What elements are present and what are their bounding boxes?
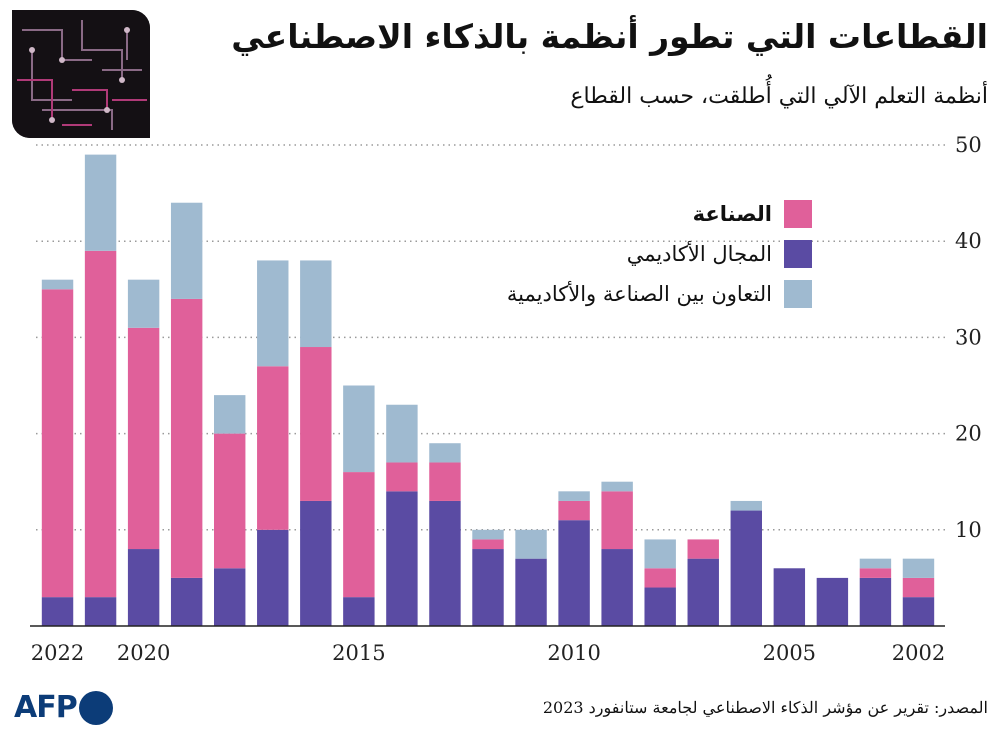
bar-2013-industry bbox=[429, 462, 461, 501]
bar-2020-academia bbox=[127, 549, 160, 626]
bar-2007-academia bbox=[687, 558, 719, 626]
bar-2004-academia bbox=[816, 577, 849, 626]
x-tick-label: 2005 bbox=[763, 641, 816, 665]
bar-2011-academia bbox=[515, 558, 547, 626]
bar-2003-academia bbox=[859, 577, 892, 626]
bar-2015-collaboration bbox=[343, 385, 375, 473]
x-axis-ticks: 2022 2020 2015 2010 2005 2002 bbox=[31, 641, 945, 665]
y-tick-label: 10 bbox=[955, 518, 982, 542]
bar-2021-collaboration bbox=[84, 154, 117, 251]
source-note: المصدر: تقرير عن مؤشر الذكاء الاصطناعي ل… bbox=[542, 698, 988, 717]
bar-2005-academia bbox=[773, 568, 806, 626]
bar-2015-industry bbox=[343, 472, 375, 598]
y-tick-label: 30 bbox=[955, 325, 982, 349]
bar-2015-academia bbox=[343, 597, 375, 626]
bar-2020-industry bbox=[127, 327, 160, 550]
x-tick-label: 2015 bbox=[332, 641, 385, 665]
bar-2014-academia bbox=[386, 491, 418, 626]
bar-2014-collaboration bbox=[386, 404, 418, 463]
y-tick-label: 20 bbox=[955, 422, 982, 446]
bar-2009-industry bbox=[601, 491, 633, 550]
bar-2013-collaboration bbox=[429, 443, 461, 463]
bar-2008-industry bbox=[644, 568, 676, 588]
bar-2022-collaboration bbox=[41, 279, 74, 290]
bar-2022-academia bbox=[41, 597, 74, 626]
bar-2017-collaboration bbox=[257, 260, 289, 367]
bar-2021-academia bbox=[84, 597, 117, 626]
bar-2006-collaboration bbox=[730, 500, 762, 511]
bar-2016-industry bbox=[300, 347, 332, 501]
legend-item-collaboration: التعاون بين الصناعة والأكاديمية bbox=[507, 274, 812, 314]
bar-2011-collaboration bbox=[515, 529, 547, 559]
legend-label-academia: المجال الأكاديمي bbox=[626, 242, 772, 266]
legend-swatch-academia bbox=[784, 240, 812, 268]
bar-2014-industry bbox=[386, 462, 418, 492]
legend: الصناعة المجال الأكاديمي التعاون بين الص… bbox=[507, 194, 812, 314]
bar-2003-collaboration bbox=[859, 558, 892, 569]
bar-2003-industry bbox=[859, 568, 892, 578]
bar-2016-academia bbox=[300, 500, 332, 626]
chart-subtitle: أنظمة التعلم الآلي التي أُطلقت، حسب القط… bbox=[570, 84, 988, 109]
bar-2008-academia bbox=[644, 587, 676, 626]
bar-2007-industry bbox=[687, 539, 719, 559]
bar-2002-industry bbox=[902, 577, 935, 598]
x-tick-label: 2002 bbox=[892, 641, 945, 665]
bar-2010-industry bbox=[558, 500, 590, 521]
bar-2019-academia bbox=[170, 577, 203, 626]
bar-2020-collaboration bbox=[127, 279, 160, 328]
bar-2018-industry bbox=[214, 433, 246, 569]
bar-2006-academia bbox=[730, 510, 762, 626]
bar-2012-industry bbox=[472, 539, 504, 550]
legend-swatch-collaboration bbox=[784, 280, 812, 308]
bar-2010-collaboration bbox=[558, 491, 590, 501]
circuit-board-image bbox=[12, 10, 150, 138]
x-tick-label: 2010 bbox=[547, 641, 600, 665]
legend-item-industry: الصناعة bbox=[507, 194, 812, 234]
bar-2018-collaboration bbox=[214, 395, 246, 434]
bar-2009-academia bbox=[601, 549, 633, 626]
bar-2012-academia bbox=[472, 549, 504, 626]
bar-2002-academia bbox=[902, 597, 935, 626]
bar-2019-collaboration bbox=[170, 202, 203, 299]
bar-2021-industry bbox=[84, 250, 117, 598]
x-tick-label: 2020 bbox=[117, 641, 170, 665]
y-axis-ticks: 10 20 30 40 50 bbox=[955, 133, 982, 542]
bar-2017-academia bbox=[257, 529, 289, 626]
bar-2018-academia bbox=[214, 568, 246, 626]
afp-logo-dot bbox=[78, 690, 113, 725]
legend-label-industry: الصناعة bbox=[692, 202, 772, 226]
legend-label-collaboration: التعاون بين الصناعة والأكاديمية bbox=[506, 282, 772, 306]
chart-title: القطاعات التي تطور أنظمة بالذكاء الاصطنا… bbox=[231, 17, 988, 56]
afp-logo-text: AFP bbox=[14, 690, 78, 725]
bars bbox=[41, 154, 935, 626]
bar-2022-industry bbox=[41, 289, 74, 598]
bar-2002-collaboration bbox=[902, 558, 935, 578]
y-tick-label: 40 bbox=[955, 229, 982, 253]
bar-2010-academia bbox=[558, 520, 590, 626]
bar-2009-collaboration bbox=[601, 481, 633, 492]
bar-2017-industry bbox=[257, 366, 289, 530]
y-tick-label: 50 bbox=[955, 133, 982, 157]
afp-logo: AFP bbox=[14, 690, 113, 725]
bar-2016-collaboration bbox=[300, 260, 332, 348]
bar-2013-academia bbox=[429, 500, 461, 626]
legend-swatch-industry bbox=[784, 200, 812, 228]
bar-2019-industry bbox=[170, 298, 203, 578]
legend-item-academia: المجال الأكاديمي bbox=[507, 234, 812, 274]
x-tick-label: 2022 bbox=[31, 641, 84, 665]
bar-2008-collaboration bbox=[644, 539, 676, 569]
bar-2012-collaboration bbox=[472, 529, 504, 540]
